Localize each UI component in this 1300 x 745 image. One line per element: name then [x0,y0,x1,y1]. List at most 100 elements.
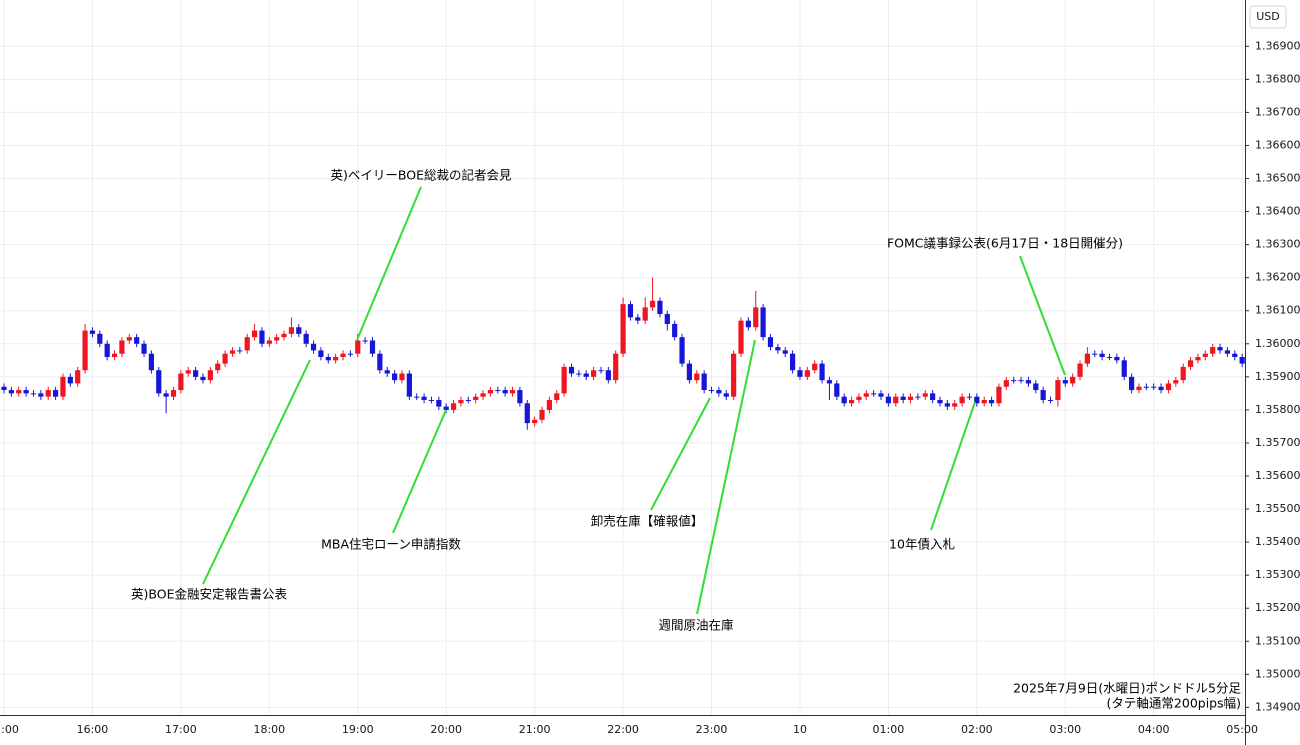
candle-body [384,370,390,374]
candle-body [1092,353,1098,355]
candle-body [318,350,324,357]
candle-body [974,396,980,404]
candle-body [878,393,884,397]
candle-body [627,304,634,318]
candle-body [782,350,788,354]
candle-body [613,353,619,381]
candle-body [8,390,14,394]
candle-body [959,396,965,404]
candle-body [274,337,280,341]
candle-body [1158,386,1164,391]
y-tick-label: 1.36600 [1255,138,1300,151]
candle-body [1062,380,1068,384]
candle-body [1151,386,1157,388]
candle-body [1033,383,1039,391]
candle-body [885,396,891,404]
candle-body [1121,360,1127,377]
candle-body [642,307,648,321]
candle-body [163,393,169,397]
candle-body [119,340,125,354]
candle-body [200,376,206,381]
candle-body [745,320,751,328]
candle-body [893,396,899,404]
candle-body [598,370,604,372]
candle-body [657,300,663,315]
candle-body [170,390,177,397]
candle-body [229,350,236,354]
candle-body [134,337,140,344]
x-tick-label: 16:00 [77,723,109,736]
candle-body [67,376,73,384]
candle-body [1210,347,1216,354]
candle-body [532,419,538,424]
candle-body [465,399,471,401]
y-tick-label: 1.35600 [1255,469,1300,482]
y-tick-label: 1.35500 [1255,502,1300,515]
x-tick-label: :00 [1,723,19,736]
candle-body [1180,366,1186,381]
candle-body [701,373,707,391]
y-tick-label: 1.36000 [1255,337,1300,350]
candle-body [30,393,37,395]
candle-body [944,403,950,407]
candle-body [1173,380,1179,384]
y-tick-label: 1.34900 [1255,700,1300,713]
candle-body [82,330,88,371]
candle-body [399,373,405,381]
candle-body [517,390,523,404]
candle-body [450,403,457,410]
annotation: 英)ベイリーBOE総裁の記者会見 [331,168,512,183]
y-tick-label: 1.36500 [1255,172,1300,185]
candle-body [679,337,685,364]
candle-body [841,396,847,404]
candle-body [760,307,766,338]
candle-body [509,390,516,394]
candle-body [473,396,479,400]
candle-body [554,393,560,400]
candle-body [126,337,132,341]
y-tick-label: 1.35900 [1255,370,1300,383]
annotation-pointer [392,409,447,534]
candle-body [900,396,906,400]
candle-body [1195,357,1201,361]
y-tick-label: 1.35800 [1255,403,1300,416]
candle-body [907,396,914,400]
candle-body [937,399,943,404]
candle-body [1217,347,1223,351]
candle-body [568,366,575,374]
candle-body [237,350,243,352]
candle-body [141,343,147,354]
candle-body [296,327,302,334]
candle-body [826,380,833,384]
x-tick-label: 20:00 [430,723,462,736]
candle-body [1136,386,1142,391]
candle-body [708,390,715,392]
y-tick-label: 1.35100 [1255,634,1300,647]
candle-body [591,370,597,377]
price-axis: 1.34900 1.35000 1.35100 1.35200 1.35300 1.354… [1245,39,1300,713]
candle-body [436,399,442,407]
candle-body [767,337,774,348]
candle-body [104,343,110,357]
candle-body [524,403,530,424]
candle-body [60,376,66,397]
y-tick-label: 1.35700 [1255,436,1300,449]
candle-body [1025,380,1032,384]
candle-body [664,314,670,324]
x-tick-label: 05:00 [1226,723,1258,736]
candle-body [694,373,700,381]
candle-body [458,399,464,404]
annotation: MBA住宅ローン申請指数 [321,537,461,552]
candle-body [369,340,376,354]
candle-body [193,370,199,377]
annotation-pointer [696,339,756,615]
y-tick-label: 1.36300 [1255,238,1300,251]
candle-body [583,373,589,377]
y-tick-label: 1.35300 [1255,568,1300,581]
y-tick-label: 1.36900 [1255,39,1300,52]
candle-body [546,399,552,410]
chart-note: (タテ軸通常200pips幅) [1107,696,1241,711]
candle-body [561,366,567,394]
